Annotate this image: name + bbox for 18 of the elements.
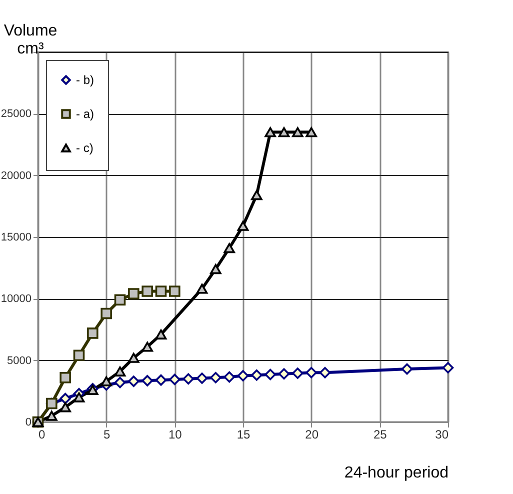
y-tick-label: 15000 xyxy=(0,232,32,244)
y-tick-label: 5000 xyxy=(7,354,32,367)
y-tick-label: 0 xyxy=(25,416,32,428)
x-tick-label: 0 xyxy=(38,428,46,442)
legend-label: - b) xyxy=(76,73,94,87)
legend-label: - a) xyxy=(76,107,94,121)
x-axis-title: 24-hour period xyxy=(344,464,448,482)
x-tick-label: 5 xyxy=(103,428,110,442)
y-tick-label: 25000 xyxy=(0,108,32,120)
y-tick-label: 10000 xyxy=(0,293,32,306)
y-tick-label: 20000 xyxy=(0,170,32,182)
y-axis-title: Volume cm³ xyxy=(4,22,58,58)
x-tick-label: 10 xyxy=(168,428,182,442)
x-tick-label: 25 xyxy=(373,428,388,442)
legend-label: - c) xyxy=(76,141,94,155)
x-tick-label: 30 xyxy=(435,428,449,442)
x-tick-label: 20 xyxy=(305,428,319,442)
x-tick-label: 15 xyxy=(236,428,250,442)
